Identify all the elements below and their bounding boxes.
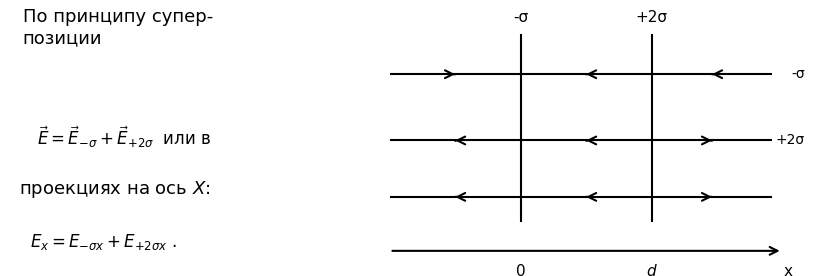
Text: +2σ: +2σ <box>776 134 805 147</box>
Text: $\vec{E} = \vec{E}_{-\sigma} + \vec{E}_{+2\sigma}$  или в: $\vec{E} = \vec{E}_{-\sigma} + \vec{E}_{… <box>37 124 211 150</box>
Text: d: d <box>647 264 656 276</box>
Text: -σ: -σ <box>791 67 805 81</box>
Text: 0: 0 <box>516 264 525 276</box>
Text: x: x <box>783 264 792 276</box>
Text: -σ: -σ <box>513 10 528 25</box>
Text: +2σ: +2σ <box>635 10 667 25</box>
Text: проекциях на ось $X$:: проекциях на ось $X$: <box>19 179 210 200</box>
Text: $E_x = E_{-\sigma x} + E_{+2\sigma x}$ .: $E_x = E_{-\sigma x} + E_{+2\sigma x}$ . <box>30 232 177 252</box>
Text: По принципу супер-
позиции: По принципу супер- позиции <box>23 8 213 47</box>
